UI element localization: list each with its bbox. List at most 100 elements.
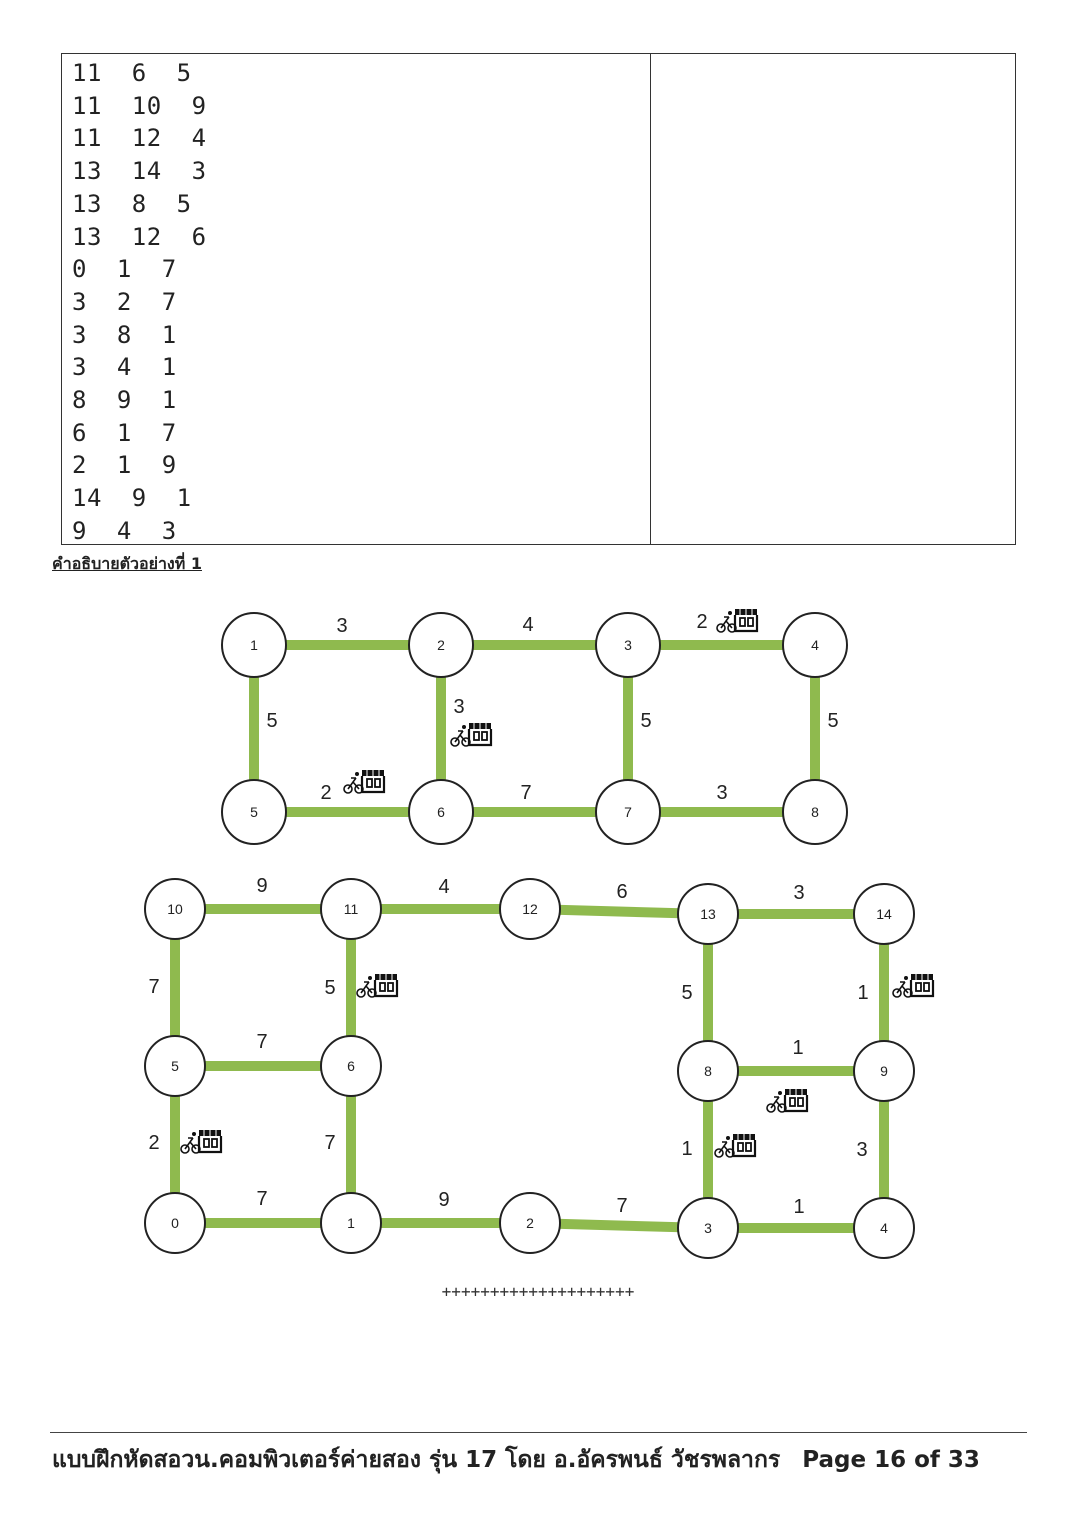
edge-weight-5-0: 2 (148, 1132, 159, 1154)
node-2 (408, 612, 474, 678)
node-label-3: 3 (704, 1220, 712, 1236)
edge-weight-1-5: 5 (266, 710, 277, 732)
node-1 (221, 612, 287, 678)
node-6 (408, 779, 474, 845)
node-9 (853, 1040, 915, 1102)
node-label-14: 14 (876, 906, 892, 922)
node-14 (853, 883, 915, 945)
node-10 (144, 878, 206, 940)
edge-weight-7-8: 3 (716, 782, 727, 804)
input-line: 11 6 5 (72, 59, 192, 87)
node-4 (782, 612, 848, 678)
edge-weight-11-6: 5 (324, 977, 335, 999)
footer-rule (50, 1432, 1027, 1433)
node-label-6: 6 (347, 1058, 355, 1074)
node-12 (499, 878, 561, 940)
node-label-0: 0 (171, 1215, 179, 1231)
edge-weight-6-7: 7 (520, 782, 531, 804)
input-line: 14 9 1 (72, 484, 192, 513)
node-label-11: 11 (344, 901, 359, 917)
edge-weight-0-1: 7 (256, 1188, 267, 1210)
node-label-2: 2 (437, 637, 445, 653)
example-caption: คำอธิบายตัวอย่างที่ 1 (52, 554, 202, 573)
edge-weight-5-6: 7 (256, 1031, 267, 1053)
edge-weight-9-4: 3 (856, 1139, 867, 1161)
edge-weight-8-3: 1 (681, 1138, 692, 1160)
node-7 (595, 779, 661, 845)
node-6 (320, 1035, 382, 1097)
edge-weight-3-4: 1 (793, 1196, 804, 1218)
bike-shop-icon (343, 770, 386, 794)
edge-weight-6-1: 7 (324, 1132, 335, 1154)
node-label-12: 12 (522, 901, 538, 917)
edge-weight-4-8: 5 (827, 710, 838, 732)
edge-weight-5-6: 2 (320, 782, 331, 804)
node-5 (144, 1035, 206, 1097)
edge-weight-1-2: 9 (438, 1189, 449, 1211)
node-label-7: 7 (624, 804, 632, 820)
node-8 (677, 1040, 739, 1102)
node-8 (782, 779, 848, 845)
bike-shop-icon (180, 1130, 223, 1154)
edge-weight-2-3: 4 (522, 614, 533, 636)
node-13 (677, 883, 739, 945)
edge-weight-12-13: 6 (616, 881, 627, 903)
edge-weight-13-8: 5 (681, 982, 692, 1004)
page-number: Page 16 of 33 (802, 1447, 980, 1473)
input-line: 13 8 5 (72, 189, 192, 218)
input-line: 11 12 4 (72, 124, 207, 153)
bike-shop-icon (766, 1089, 809, 1113)
node-label-9: 9 (880, 1063, 888, 1079)
input-line: 9 4 3 (72, 516, 177, 545)
bike-shop-icon (892, 974, 935, 998)
input-line: 2 1 9 (72, 451, 177, 480)
node-5 (221, 779, 287, 845)
input-line: 8 9 1 (72, 386, 177, 415)
node-label-10: 10 (167, 901, 183, 917)
edge-weight-3-7: 5 (640, 710, 651, 732)
edge-weight-10-11: 9 (256, 875, 267, 897)
node-2 (499, 1192, 561, 1254)
separator-line: ++++++++++++++++++++ (441, 1282, 635, 1301)
edge-weight-10-5: 7 (148, 976, 159, 998)
bike-shop-icon (714, 1134, 757, 1158)
footer-text: แบบฝึกหัดสอวน.คอมพิวเตอร์ค่ายสอง รุ่น 17… (52, 1447, 781, 1473)
node-label-1: 1 (250, 637, 258, 653)
edge-weight-13-14: 3 (793, 882, 804, 904)
bike-shop-icon (716, 609, 759, 633)
input-line: 0 1 7 (72, 255, 177, 284)
input-line: 11 10 9 (72, 91, 207, 120)
edge-weight-2-3: 7 (616, 1195, 627, 1217)
input-line: 13 14 3 (72, 157, 207, 186)
node-3 (677, 1197, 739, 1259)
node-label-8: 8 (704, 1063, 712, 1079)
node-label-13: 13 (700, 906, 716, 922)
node-3 (595, 612, 661, 678)
node-label-2: 2 (526, 1215, 534, 1231)
node-0 (144, 1192, 206, 1254)
edge-weight-14-9: 1 (857, 982, 868, 1004)
sample-io-table: 11 6 5 11 10 9 11 12 4 13 14 3 13 8 5 13 12 6… (61, 53, 1016, 545)
node-label-4: 4 (811, 637, 819, 653)
node-label-8: 8 (811, 804, 819, 820)
node-label-3: 3 (624, 637, 632, 653)
node-1 (320, 1192, 382, 1254)
input-line: 3 8 1 (72, 320, 177, 349)
bike-shop-icon (356, 974, 399, 998)
node-11 (320, 878, 382, 940)
footer: แบบฝึกหัดสอวน.คอมพิวเตอร์ค่ายสอง รุ่น 17… (52, 1442, 980, 1478)
edge-weight-3-4: 2 (696, 611, 707, 633)
edge-weight-11-12: 4 (438, 876, 449, 898)
bike-shop-icon (450, 723, 493, 747)
edge-weight-1-2: 3 (336, 615, 347, 637)
input-line: 13 12 6 (72, 222, 207, 251)
sample-input-cell: 11 6 5 11 10 9 11 12 4 13 14 3 13 8 5 13 12 6… (62, 54, 651, 545)
input-line: 3 4 1 (72, 353, 177, 382)
edge-weight-8-9: 1 (792, 1037, 803, 1059)
node-label-4: 4 (880, 1220, 888, 1236)
edge-weight-2-6: 3 (453, 696, 464, 718)
input-line: 6 1 7 (72, 418, 177, 447)
input-line: 3 2 7 (72, 287, 177, 316)
